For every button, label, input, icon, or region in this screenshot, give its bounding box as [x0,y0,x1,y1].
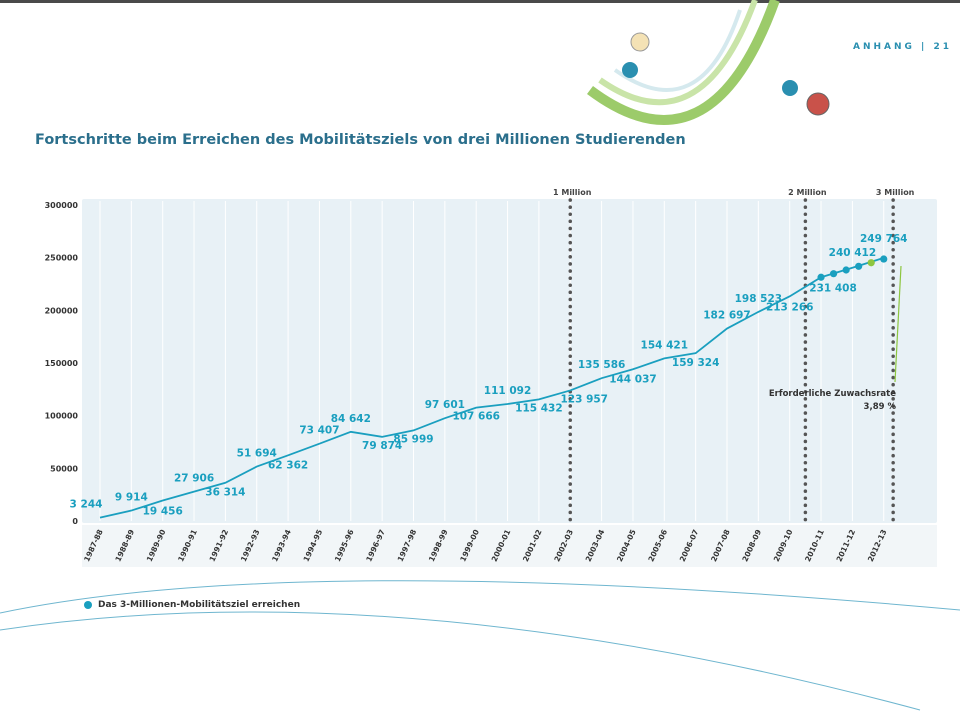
data-label: 159 324 [672,357,720,369]
data-label: 3 244 [70,499,103,511]
data-label: 27 906 [174,473,214,485]
data-label: 231 408 [809,282,857,294]
target-point [829,270,838,278]
arc-inner [598,0,758,106]
target-point [867,259,875,267]
data-label: 240 412 [829,247,877,259]
data-label: 111 092 [484,385,532,397]
chart: 1 Million 2 Million 3 Million 3 244 9 914 19… [45,188,937,567]
annotation-line1: Erforderliche Zuwachsrate [769,389,896,399]
y-tick-label: 250000 [45,254,79,263]
data-label: 182 697 [703,310,751,322]
person-icon-right [782,80,798,96]
target-point [817,273,825,281]
globe-icon-right [806,92,830,116]
milestone-label: 1 Million [553,188,592,197]
arc-outer [587,0,780,125]
chart-title: Fortschritte beim Erreichen des Mobilitä… [35,132,686,148]
data-label: 123 957 [561,393,609,405]
data-label: 62 362 [268,459,308,471]
target-point [842,266,850,274]
globe-icon-left [630,32,650,52]
y-tick-label: 150000 [45,359,79,368]
data-label: 97 601 [425,399,465,411]
y-tick-label: 300000 [45,201,79,210]
plot-panel [82,199,937,523]
data-label: 115 432 [515,402,563,414]
data-label: 198 523 [735,293,783,305]
target-point [880,255,888,263]
data-label: 84 642 [331,413,371,425]
data-label: 85 999 [393,433,433,445]
y-tick-label: 100000 [45,412,79,421]
data-label: 51 694 [237,448,277,460]
data-label: 154 421 [641,339,689,351]
annotation-leader [894,265,902,383]
data-label: 9 914 [115,492,148,504]
data-label: 36 314 [205,487,245,499]
y-tick-label: 0 [72,517,78,526]
target-point [855,262,863,270]
data-label: 144 037 [609,373,657,385]
series-line [99,257,885,519]
data-label: 135 586 [578,359,626,371]
decorative-graphic [587,0,830,125]
data-label: 213 266 [766,301,814,313]
data-label: 107 666 [452,411,500,423]
y-tick-label: 50000 [50,464,78,473]
legend-label: Das 3-Millionen-Mobilitätsziel erreichen [98,600,301,610]
data-label: 249 764 [860,233,908,245]
annotation-line2: 3,89 % [864,402,897,412]
milestone-label: 2 Million [788,188,827,197]
legend: Das 3-Millionen-Mobilitätsziel erreichen [84,600,300,610]
legend-dot-icon [84,601,92,609]
decorative-curves [0,580,960,711]
data-label: 79 874 [362,440,402,452]
milestone-label: 3 Million [876,188,915,197]
data-label: 19 456 [143,506,183,518]
xaxis-panel [82,525,937,567]
y-tick-label: 200000 [45,306,79,315]
page-header-label: ANHANG | 21 [853,42,952,52]
arc-teal [613,9,742,92]
data-label: 73 407 [299,425,339,437]
person-icon-left [622,62,638,78]
top-bar [0,0,960,3]
